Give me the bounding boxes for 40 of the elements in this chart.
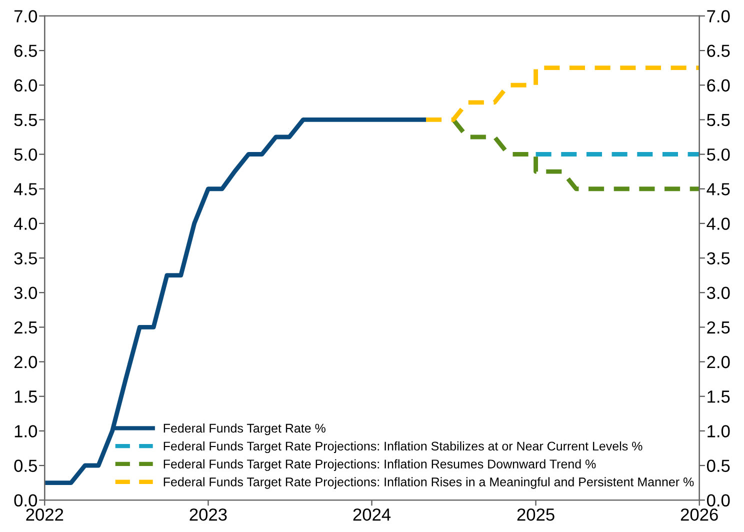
y-tick-label: 1.0: [14, 425, 38, 438]
y-tick-label: 6.5: [14, 44, 37, 57]
legend-label: Federal Funds Target Rate Projections: Inflation Rises in a Meaningful and Persistent Manner %: [164, 477, 694, 489]
y-tick-label: 1.5: [14, 390, 37, 403]
y-tick-label: 0.0: [14, 494, 38, 507]
y2-tick-label: 3.0: [706, 286, 730, 300]
line-series: [451, 117, 700, 192]
y2-tick-label: 6.0: [707, 79, 730, 92]
x-tick-label: 2024: [353, 508, 391, 521]
y2-tick-label: 2.0: [707, 356, 730, 368]
y2-tick-label: 5.0: [707, 148, 730, 161]
y-tick-label: 3.5: [14, 252, 37, 264]
legend-label: Federal Funds Target Rate Projections: Inflation Resumes Downward Trend %: [164, 459, 596, 471]
y-tick-label: 6.0: [14, 79, 38, 92]
y-tick-label: 2.0: [14, 356, 38, 368]
y-tick-label: 4.5: [14, 183, 37, 196]
y-tick-label: 2.5: [14, 321, 37, 334]
y2-tick-label: 6.5: [707, 44, 730, 57]
legend-label: Federal Funds Target Rate Projections: Inflation Stabilizes at or Near Current Levels %: [164, 441, 642, 454]
y-tick-label: 0.5: [14, 460, 37, 472]
y2-tick-label: 0.0: [706, 494, 730, 507]
y-tick-label: 3.0: [14, 286, 38, 300]
x-tick-label: 2023: [190, 508, 227, 521]
y2-tick-label: 2.5: [707, 321, 730, 334]
legend-label: Federal Funds Target Rate %: [164, 423, 326, 436]
y-tick-label: 5.5: [14, 114, 37, 126]
y2-tick-label: 5.5: [707, 114, 730, 126]
y2-tick-label: 1.5: [708, 390, 730, 403]
y2-tick-label: 0.5: [706, 460, 730, 472]
y2-tick-label: 3.5: [706, 252, 730, 264]
y2-tick-label: 4.0: [706, 218, 730, 230]
y2-tick-label: 1.0: [708, 425, 730, 438]
y2-tick-label: 7.0: [707, 10, 730, 22]
x-tick-label: 2022: [26, 508, 64, 521]
y-tick-label: 7.0: [14, 10, 38, 22]
y-tick-label: 4.0: [14, 218, 38, 230]
y2-tick-label: 4.5: [706, 183, 730, 196]
x-tick-label: 2026: [680, 508, 718, 521]
x-tick-label: 2025: [517, 508, 554, 521]
y-tick-label: 5.0: [14, 148, 38, 161]
